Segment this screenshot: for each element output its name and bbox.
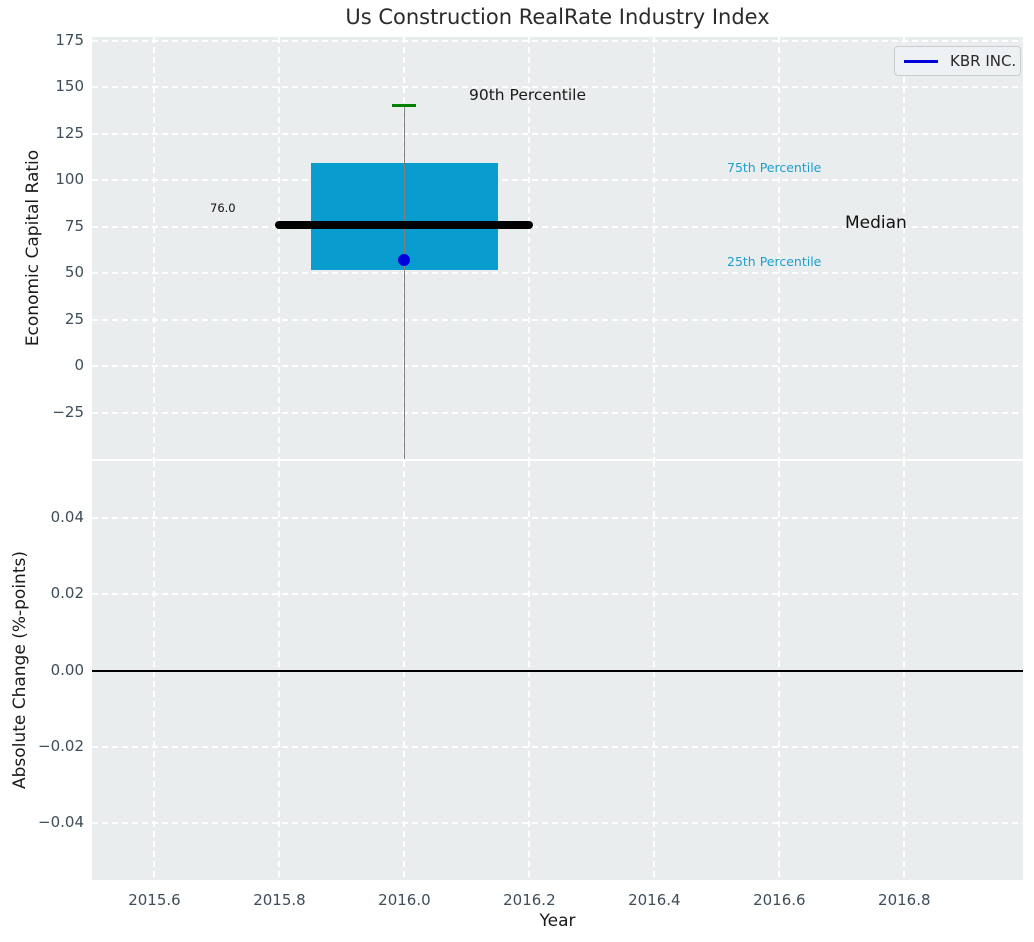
gridline-horizontal xyxy=(92,365,1023,368)
gridline-vertical xyxy=(153,37,156,459)
x-tick-label: 2016.8 xyxy=(878,891,931,909)
y-tick-label: 0.04 xyxy=(50,508,84,527)
gridline-horizontal xyxy=(92,39,1023,42)
gridline-horizontal xyxy=(92,225,1023,228)
chart-title: Us Construction RealRate Industry Index xyxy=(345,5,770,29)
y-tick-label: 50 xyxy=(64,263,84,282)
y-tick-label: −25 xyxy=(52,402,84,421)
gridline-vertical xyxy=(778,37,781,459)
y-tick-label: 0.00 xyxy=(50,660,84,679)
p90-cap xyxy=(392,104,417,108)
y-tick-label: 0 xyxy=(74,356,84,375)
gridline-horizontal xyxy=(92,86,1023,89)
x-tick-label: 2016.6 xyxy=(753,891,806,909)
y-tick-label: 0.02 xyxy=(50,584,84,603)
annotation-75th-percentile: 75th Percentile xyxy=(727,160,822,175)
y-tick-label: −0.04 xyxy=(38,812,84,831)
gridline-vertical xyxy=(278,37,281,459)
gridline-horizontal xyxy=(92,272,1023,275)
annotation-median-value: 76.0 xyxy=(210,201,236,215)
x-tick-label: 2016.0 xyxy=(378,891,431,909)
y-tick-label: 150 xyxy=(55,77,84,96)
y-tick-label: 125 xyxy=(55,123,84,142)
x-tick-label: 2016.4 xyxy=(628,891,681,909)
gridline-vertical xyxy=(528,37,531,459)
legend: KBR INC. xyxy=(894,46,1021,76)
annotation-median: Median xyxy=(845,213,907,233)
x-tick-label: 2016.2 xyxy=(503,891,556,909)
y-tick-label: −0.02 xyxy=(38,736,84,755)
company-dot xyxy=(398,254,411,267)
gridline-vertical xyxy=(653,37,656,459)
gridline-vertical xyxy=(903,37,906,459)
gridline-horizontal xyxy=(92,593,1023,596)
gridline-horizontal xyxy=(92,318,1023,321)
x-axis-label: Year xyxy=(539,911,576,931)
x-tick-label: 2015.8 xyxy=(253,891,306,909)
top-plot-area xyxy=(92,37,1023,459)
gridline-horizontal xyxy=(92,821,1023,824)
gridline-horizontal xyxy=(92,411,1023,414)
gridline-horizontal xyxy=(92,179,1023,182)
gridline-horizontal xyxy=(92,745,1023,748)
bottom-plot-area xyxy=(92,461,1023,880)
x-tick-label: 2015.6 xyxy=(128,891,181,909)
zero-line xyxy=(92,669,1023,672)
y-tick-label: 100 xyxy=(55,170,84,189)
y-tick-label: 25 xyxy=(64,309,84,328)
median-line xyxy=(275,220,534,229)
gridline-horizontal xyxy=(92,517,1023,520)
annotation-90th-percentile: 90th Percentile xyxy=(469,86,587,104)
annotation-25th-percentile: 25th Percentile xyxy=(727,254,822,269)
whisker-line xyxy=(403,105,406,459)
y-tick-label: 175 xyxy=(55,30,84,49)
y-tick-label: 75 xyxy=(64,216,84,235)
legend-line-swatch xyxy=(904,59,938,63)
legend-label: KBR INC. xyxy=(950,52,1017,70)
gridline-horizontal xyxy=(92,132,1023,135)
